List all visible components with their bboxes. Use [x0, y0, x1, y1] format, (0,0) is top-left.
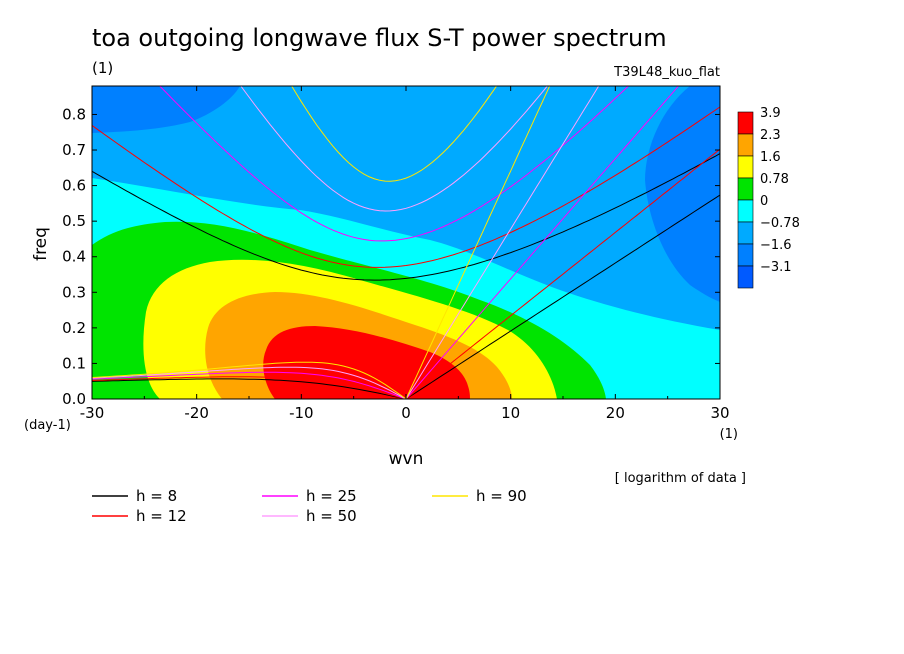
dispersion-curves — [92, 86, 720, 399]
gravity-curve-h12 — [92, 106, 720, 268]
rossby-curve-h25 — [92, 371, 407, 399]
y-tick-label: 0.2 — [62, 319, 86, 337]
kelvin-curve-h25 — [405, 86, 680, 399]
colorbar-swatch — [737, 155, 754, 179]
colorbar-label: 1.6 — [760, 150, 781, 165]
x-tick-label: 0 — [401, 404, 411, 422]
colorbar-swatch — [737, 177, 754, 201]
y-tick-label: 0.4 — [62, 248, 86, 266]
y-unit-label: (day-1) — [24, 418, 71, 433]
y-tick-label: 0.3 — [62, 283, 86, 301]
x-tick-label: -20 — [184, 404, 209, 422]
colorbar-swatch — [737, 133, 754, 157]
y-tick-label: 0.7 — [62, 141, 86, 159]
colorbar-label: −0.78 — [760, 216, 800, 231]
colorbar-label: 3.9 — [760, 106, 781, 121]
legend-label-h12: h = 12 — [136, 507, 187, 525]
shaded-field — [92, 86, 720, 399]
rossby-curve-h50 — [92, 366, 407, 399]
colorbar-swatch — [737, 243, 754, 267]
chart-subtitle-right: T39L48_kuo_flat — [613, 65, 720, 80]
gravity-curve-h8 — [92, 153, 720, 281]
level-minus1.6-right — [645, 86, 720, 302]
rossby-curve-h8 — [92, 378, 407, 399]
data-note: [ logarithm of data ] — [615, 471, 746, 486]
kelvin-curve-h90 — [405, 86, 551, 399]
legend-label-h8: h = 8 — [136, 487, 177, 505]
colorbar-swatch — [737, 265, 754, 289]
x-tick-label: 30 — [710, 404, 729, 422]
rossby-curve-h90 — [92, 361, 407, 399]
rossby-curve-h12 — [92, 376, 407, 399]
x-tick-label: 20 — [606, 404, 625, 422]
kelvin-curve-h50 — [405, 86, 600, 399]
y-tick-label: 0.1 — [62, 354, 86, 372]
x-unit-label: (1) — [720, 427, 738, 442]
colorbar-swatch — [737, 221, 754, 245]
y-tick-label: 0.6 — [62, 177, 86, 195]
x-tick-label: -10 — [289, 404, 314, 422]
colorbar: 3.9 2.3 1.6 0.78 0 −0.78 −1.6 −3.1 — [737, 106, 800, 289]
kelvin-curve-h8 — [405, 194, 720, 399]
x-tick-label: -30 — [80, 404, 105, 422]
x-axis: -30 -20 -10 0 10 20 30 — [80, 86, 730, 422]
y-axis: 0.0 0.1 0.2 0.3 0.4 0.5 0.6 0.7 0.8 — [62, 105, 720, 408]
x-axis-label: wvn — [389, 449, 424, 469]
legend: h = 8 h = 12 h = 25 h = 50 h = 90 — [92, 487, 527, 525]
chart-subtitle-left: (1) — [92, 59, 113, 77]
colorbar-label: 2.3 — [760, 128, 781, 143]
y-tick-label: 0.8 — [62, 105, 86, 123]
legend-label-h50: h = 50 — [306, 507, 357, 525]
colorbar-swatch — [737, 111, 754, 135]
kelvin-curve-h12 — [405, 148, 720, 399]
y-tick-label: 0.5 — [62, 212, 86, 230]
legend-label-h90: h = 90 — [476, 487, 527, 505]
colorbar-label: −3.1 — [760, 260, 792, 275]
gravity-curve-h90 — [291, 86, 498, 182]
gravity-curve-h25 — [159, 86, 630, 242]
colorbar-swatch — [737, 199, 754, 223]
y-axis-label: freq — [31, 227, 51, 261]
colorbar-label: −1.6 — [760, 238, 792, 253]
y-tick-label: 0.0 — [62, 390, 86, 408]
colorbar-label: 0.78 — [760, 172, 789, 187]
gravity-curve-h50 — [240, 86, 548, 212]
chart-title: toa outgoing longwave flux S-T power spe… — [92, 24, 667, 52]
level-minus1.6-upper-left — [92, 86, 240, 133]
legend-label-h25: h = 25 — [306, 487, 357, 505]
colorbar-label: 0 — [760, 194, 768, 209]
x-tick-label: 10 — [501, 404, 520, 422]
